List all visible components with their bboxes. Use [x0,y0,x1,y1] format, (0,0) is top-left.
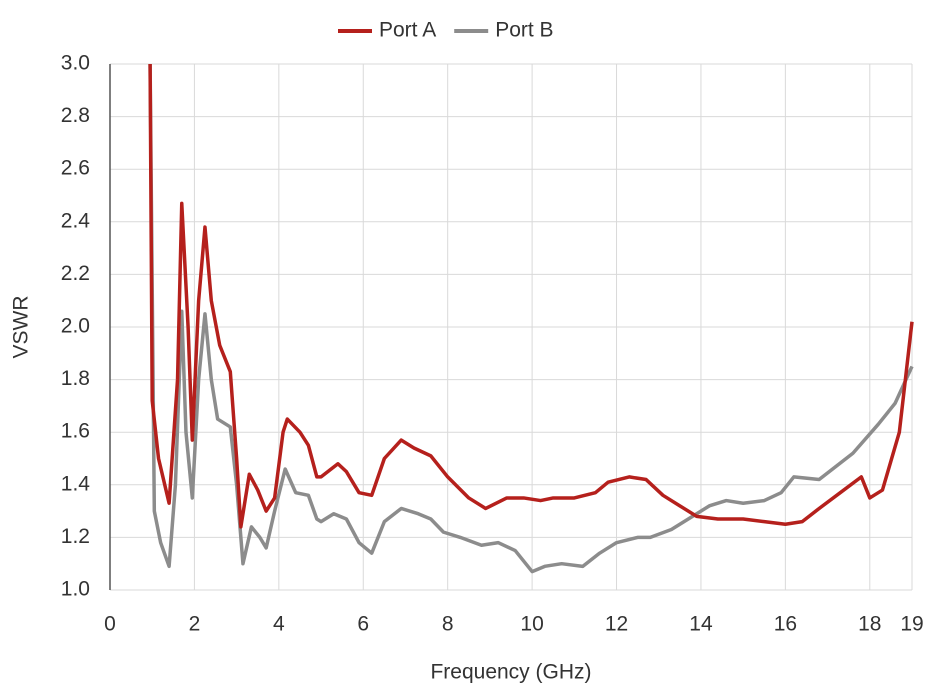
y-tick-label: 3.0 [61,52,90,75]
x-tick-label: 10 [520,613,543,636]
x-tick-label: 0 [104,613,116,636]
x-axis-label: Frequency (GHz) [430,661,591,684]
x-tick-label: 19 [900,613,923,636]
legend-label: Port A [379,19,436,42]
x-tick-label: 2 [189,613,201,636]
y-tick-label: 2.6 [61,157,90,180]
x-tick-label: 6 [357,613,369,636]
series-line [148,63,914,574]
y-tick-label: 1.4 [61,472,91,495]
y-tick-label: 1.2 [61,525,90,548]
y-axis-label: VSWR [10,296,33,359]
y-tick-label: 2.0 [61,315,90,338]
legend-label: Port B [495,19,553,42]
y-tick-label: 2.4 [61,209,91,232]
y-tick-label: 2.8 [61,104,90,127]
x-tick-label: 14 [689,613,713,636]
x-tick-label: 16 [774,613,797,636]
y-tick-label: 1.0 [61,578,90,601]
x-tick-label: 8 [442,613,454,636]
x-tick-label: 12 [605,613,628,636]
series-line [148,63,914,529]
y-tick-label: 1.6 [61,420,90,443]
y-tick-label: 2.2 [61,262,90,285]
x-tick-label: 18 [858,613,881,636]
y-tick-label: 1.8 [61,367,90,390]
x-tick-label: 4 [273,613,285,636]
